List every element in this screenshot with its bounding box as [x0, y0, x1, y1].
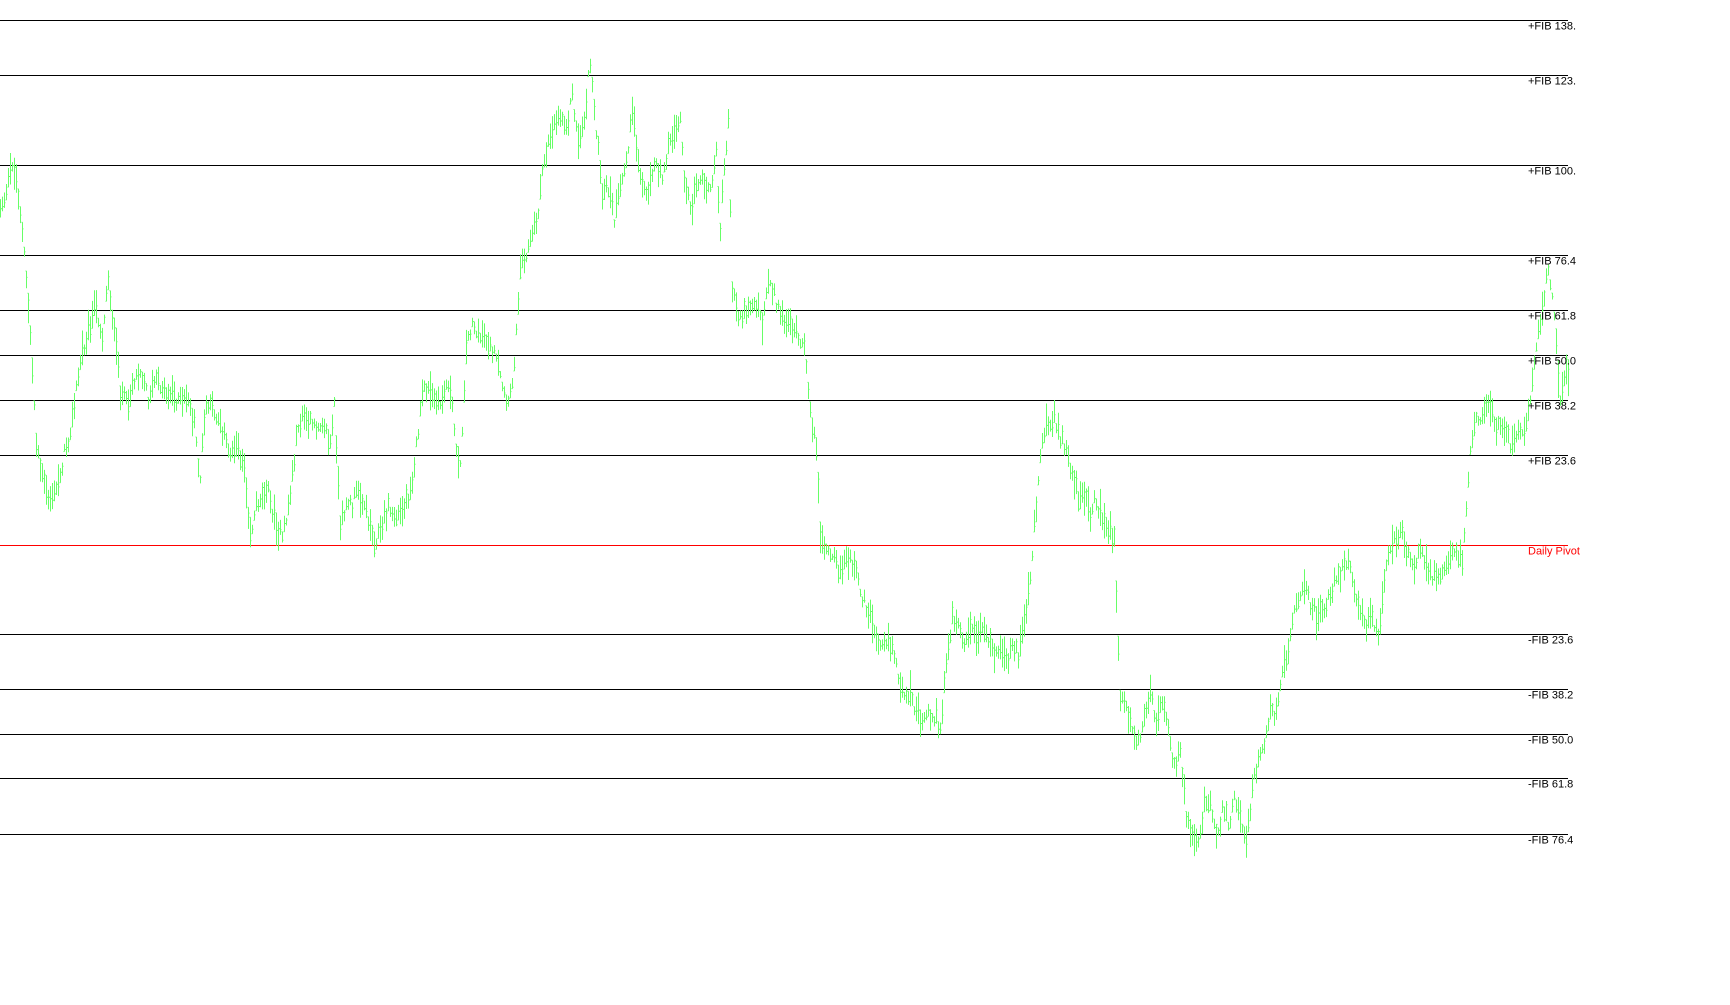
- fib-level-label: +FIB 23.6: [1528, 456, 1576, 468]
- fib-level-label: +FIB 38.2: [1528, 401, 1576, 413]
- level-labels-layer: +FIB 138. +FIB 123. +FIB 100. +FIB 76.4 +FIB…: [1528, 21, 1580, 847]
- fib-level-label: +FIB 100.: [1528, 166, 1576, 178]
- fib-level-label: +FIB 61.8: [1528, 311, 1576, 323]
- fib-level-label: -FIB 50.0: [1528, 735, 1573, 747]
- fib-level-label: -FIB 76.4: [1528, 835, 1573, 847]
- fib-levels-layer: [0, 20, 1568, 835]
- daily-pivot-label: Daily Pivot: [1528, 546, 1580, 558]
- fib-level-label: +FIB 138.: [1528, 21, 1576, 33]
- fib-level-label: +FIB 50.0: [1528, 356, 1576, 368]
- price-series-layer: [0, 58, 1570, 858]
- fib-level-label: +FIB 76.4: [1528, 256, 1576, 268]
- fib-level-label: +FIB 123.: [1528, 76, 1576, 88]
- price-series: [0, 58, 1570, 858]
- fib-level-label: -FIB 61.8: [1528, 779, 1573, 791]
- fib-level-label: -FIB 38.2: [1528, 690, 1573, 702]
- fib-level-label: -FIB 23.6: [1528, 635, 1573, 647]
